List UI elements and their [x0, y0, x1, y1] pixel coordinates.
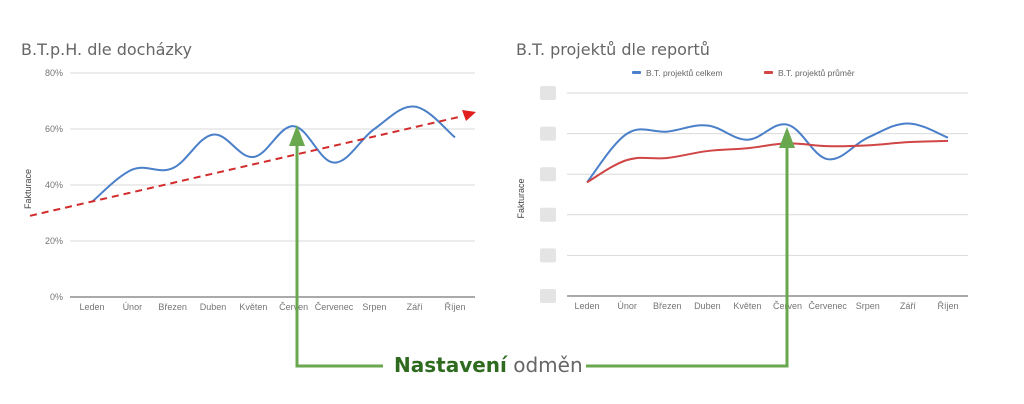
x-tick-label: Červenec	[808, 301, 847, 311]
y-tick-label: 0%	[50, 292, 63, 302]
x-tick-label: Leden	[79, 302, 104, 312]
legend-label: B.T. projektů průměr	[778, 68, 855, 78]
arrowhead-up-icon	[289, 125, 305, 146]
arrowhead-up-icon	[779, 127, 795, 148]
legend-swatch	[632, 71, 641, 74]
x-tick-label: Srpen	[362, 302, 386, 312]
series-line	[586, 139, 949, 184]
chart-title-right: B.T. projektů dle reportů	[516, 40, 710, 59]
y-axis-title: Fakturace	[23, 169, 33, 209]
x-tick-label: Září	[407, 302, 424, 312]
redacted-y-tick-label	[540, 207, 556, 222]
y-tick-label: 60%	[45, 124, 63, 134]
x-tick-label: Únor	[123, 302, 143, 312]
redacted-y-tick-label	[540, 248, 556, 263]
legend-label: B.T. projektů celkem	[646, 68, 723, 78]
x-tick-label: Říjen	[444, 302, 465, 312]
trendline-arrowhead-icon	[462, 110, 476, 121]
series-line	[91, 105, 456, 203]
x-tick-label: Červen	[279, 302, 308, 312]
right-chart: Fakturace Leden Únor Březen Duben Květen Červe…	[516, 68, 968, 311]
x-tick-label: Duben	[200, 302, 227, 312]
y-tick-label: 40%	[45, 180, 63, 190]
redacted-y-tick-label	[540, 167, 556, 182]
x-tick-label: Srpen	[856, 301, 880, 311]
x-tick-label: Říjen	[937, 301, 958, 311]
chart-title-left: B.T.p.H. dle docházky	[21, 40, 192, 59]
x-tick-label: Leden	[574, 301, 599, 311]
callout-label: Nastavení odměn	[394, 353, 583, 377]
series-line	[586, 122, 949, 183]
x-tick-label: Únor	[617, 301, 637, 311]
y-tick-label: 20%	[45, 236, 63, 246]
y-tick-label: 80%	[45, 68, 63, 78]
redacted-y-tick-label	[540, 126, 556, 141]
x-tick-label: Duben	[694, 301, 721, 311]
callout-bold-text: Nastavení	[394, 353, 507, 377]
x-tick-label: Květen	[239, 302, 267, 312]
left-chart: 0% 20% 40% 60% 80% Fakturace Leden Únor Březen Du…	[23, 68, 476, 312]
legend-swatch	[764, 71, 773, 74]
trendline	[29, 115, 462, 217]
redacted-y-tick-label	[540, 86, 556, 100]
callout-connector	[289, 125, 795, 368]
x-tick-label: Květen	[733, 301, 761, 311]
callout-light-text: odměn	[513, 353, 583, 377]
redacted-y-tick-label	[540, 289, 556, 303]
x-tick-label: Březen	[158, 302, 187, 312]
x-tick-label: Červenec	[315, 302, 354, 312]
y-axis-title: Fakturace	[516, 178, 526, 218]
x-tick-label: Březen	[653, 301, 682, 311]
x-tick-label: Září	[900, 301, 917, 311]
